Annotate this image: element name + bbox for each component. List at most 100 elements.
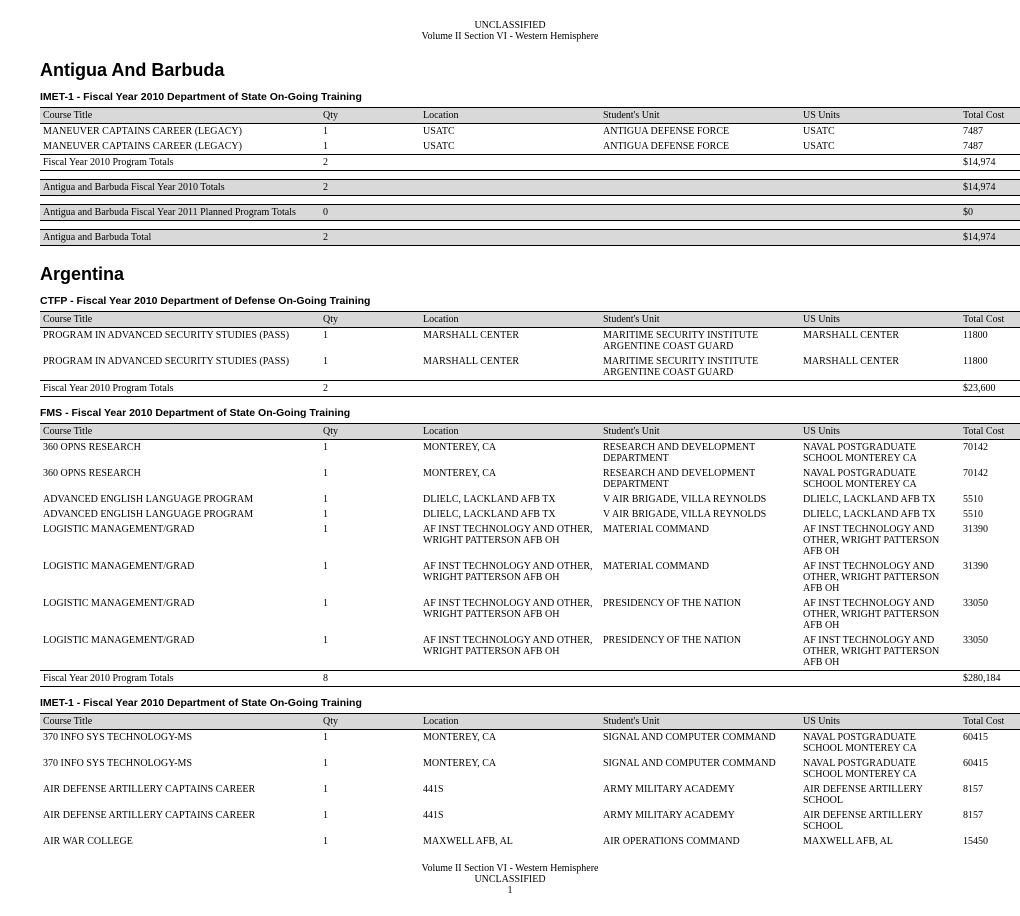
cell-us-units: AF INST TECHNOLOGY AND OTHER, WRIGHT PAT… bbox=[800, 633, 960, 671]
cell-qty: 1 bbox=[320, 730, 420, 757]
summary-qty: 2 bbox=[320, 230, 420, 246]
cell-student-unit: ARMY MILITARY ACADEMY bbox=[600, 808, 800, 834]
cell-location: MONTEREY, CA bbox=[420, 756, 600, 782]
table-row: 370 INFO SYS TECHNOLOGY-MS1MONTEREY, CAS… bbox=[40, 730, 1020, 757]
summary-label: Antigua and Barbuda Total bbox=[40, 230, 320, 246]
header-line2: Volume II Section VI - Western Hemispher… bbox=[40, 31, 980, 42]
cell-location: MAXWELL AFB, AL bbox=[420, 834, 600, 849]
cell-total-cost: 60415 bbox=[960, 756, 1020, 782]
cell-total-cost: 15450 bbox=[960, 834, 1020, 849]
col-course: Course Title bbox=[40, 312, 320, 328]
cell-us-units: NAVAL POSTGRADUATE SCHOOL MONTEREY CA bbox=[800, 466, 960, 492]
cell-us-units: AF INST TECHNOLOGY AND OTHER, WRIGHT PAT… bbox=[800, 522, 960, 559]
cell-us-units: AIR DEFENSE ARTILLERY SCHOOL bbox=[800, 808, 960, 834]
summary-label: Antigua and Barbuda Fiscal Year 2011 Pla… bbox=[40, 205, 320, 221]
table-row: 370 INFO SYS TECHNOLOGY-MS1MONTEREY, CAS… bbox=[40, 756, 1020, 782]
col-course: Course Title bbox=[40, 108, 320, 124]
col-us-units: US Units bbox=[800, 424, 960, 440]
cell-qty: 1 bbox=[320, 756, 420, 782]
col-qty: Qty bbox=[320, 312, 420, 328]
table-row: MANEUVER CAPTAINS CAREER (LEGACY)1USATCA… bbox=[40, 139, 1020, 155]
cell-total-cost: 11800 bbox=[960, 328, 1020, 355]
cell-student-unit: V AIR BRIGADE, VILLA REYNOLDS bbox=[600, 507, 800, 522]
cell-course: AIR WAR COLLEGE bbox=[40, 834, 320, 849]
totals-row: Fiscal Year 2010 Program Totals8 $280,184 bbox=[40, 671, 1020, 687]
table-row: LOGISTIC MANAGEMENT/GRAD1AF INST TECHNOL… bbox=[40, 596, 1020, 633]
table-row: AIR WAR COLLEGE1MAXWELL AFB, ALAIR OPERA… bbox=[40, 834, 1020, 849]
cell-us-units: USATC bbox=[800, 139, 960, 155]
cell-us-units: AF INST TECHNOLOGY AND OTHER, WRIGHT PAT… bbox=[800, 559, 960, 596]
section-title: FMS - Fiscal Year 2010 Department of Sta… bbox=[40, 407, 980, 419]
cell-qty: 1 bbox=[320, 596, 420, 633]
cell-us-units: NAVAL POSTGRADUATE SCHOOL MONTEREY CA bbox=[800, 730, 960, 757]
col-total-cost: Total Cost bbox=[960, 108, 1020, 124]
totals-qty: 2 bbox=[320, 155, 420, 171]
summary-label: Antigua and Barbuda Fiscal Year 2010 Tot… bbox=[40, 180, 320, 196]
cell-qty: 1 bbox=[320, 782, 420, 808]
header-line1: UNCLASSIFIED bbox=[40, 20, 980, 31]
section-title: CTFP - Fiscal Year 2010 Department of De… bbox=[40, 295, 980, 307]
cell-qty: 1 bbox=[320, 834, 420, 849]
cell-total-cost: 8157 bbox=[960, 782, 1020, 808]
data-table: Course TitleQtyLocationStudent's UnitUS … bbox=[40, 713, 1020, 849]
cell-qty: 1 bbox=[320, 559, 420, 596]
cell-qty: 1 bbox=[320, 354, 420, 381]
table-row: 360 OPNS RESEARCH1MONTEREY, CARESEARCH A… bbox=[40, 440, 1020, 467]
cell-qty: 1 bbox=[320, 633, 420, 671]
table-row: LOGISTIC MANAGEMENT/GRAD1AF INST TECHNOL… bbox=[40, 559, 1020, 596]
cell-location: 441S bbox=[420, 782, 600, 808]
table-row: ADVANCED ENGLISH LANGUAGE PROGRAM1DLIELC… bbox=[40, 507, 1020, 522]
summary-qty: 0 bbox=[320, 205, 420, 221]
cell-us-units: MARSHALL CENTER bbox=[800, 354, 960, 381]
cell-student-unit: AIR OPERATIONS COMMAND bbox=[600, 834, 800, 849]
footer-page: 1 bbox=[40, 885, 980, 896]
col-course: Course Title bbox=[40, 714, 320, 730]
cell-student-unit: RESEARCH AND DEVELOPMENT DEPARTMENT bbox=[600, 466, 800, 492]
totals-row: Fiscal Year 2010 Program Totals2$23,600 bbox=[40, 381, 1020, 397]
col-student-unit: Student's Unit bbox=[600, 714, 800, 730]
cell-location: 441S bbox=[420, 808, 600, 834]
col-us-units: US Units bbox=[800, 714, 960, 730]
cell-student-unit: RESEARCH AND DEVELOPMENT DEPARTMENT bbox=[600, 440, 800, 467]
page-footer: Volume II Section VI - Western Hemispher… bbox=[40, 863, 980, 896]
cell-location: AF INST TECHNOLOGY AND OTHER, WRIGHT PAT… bbox=[420, 596, 600, 633]
table-row: AIR DEFENSE ARTILLERY CAPTAINS CAREER144… bbox=[40, 808, 1020, 834]
cell-us-units: DLIELC, LACKLAND AFB TX bbox=[800, 507, 960, 522]
col-qty: Qty bbox=[320, 108, 420, 124]
cell-us-units: AF INST TECHNOLOGY AND OTHER, WRIGHT PAT… bbox=[800, 596, 960, 633]
cell-student-unit: PRESIDENCY OF THE NATION bbox=[600, 596, 800, 633]
table-row: PROGRAM IN ADVANCED SECURITY STUDIES (PA… bbox=[40, 354, 1020, 381]
table-row: 360 OPNS RESEARCH1MONTEREY, CARESEARCH A… bbox=[40, 466, 1020, 492]
cell-us-units: NAVAL POSTGRADUATE SCHOOL MONTEREY CA bbox=[800, 440, 960, 467]
country-title: Argentina bbox=[40, 264, 980, 285]
cell-course: ADVANCED ENGLISH LANGUAGE PROGRAM bbox=[40, 492, 320, 507]
cell-course: PROGRAM IN ADVANCED SECURITY STUDIES (PA… bbox=[40, 328, 320, 355]
col-us-units: US Units bbox=[800, 312, 960, 328]
totals-label: Fiscal Year 2010 Program Totals bbox=[40, 381, 320, 397]
cell-student-unit: V AIR BRIGADE, VILLA REYNOLDS bbox=[600, 492, 800, 507]
col-location: Location bbox=[420, 424, 600, 440]
cell-course: LOGISTIC MANAGEMENT/GRAD bbox=[40, 522, 320, 559]
cell-location: MONTEREY, CA bbox=[420, 730, 600, 757]
cell-course: 370 INFO SYS TECHNOLOGY-MS bbox=[40, 756, 320, 782]
summary-cost: $14,974 bbox=[960, 230, 1020, 246]
cell-qty: 1 bbox=[320, 139, 420, 155]
col-total-cost: Total Cost bbox=[960, 312, 1020, 328]
cell-total-cost: 31390 bbox=[960, 522, 1020, 559]
cell-total-cost: 33050 bbox=[960, 596, 1020, 633]
cell-us-units: DLIELC, LACKLAND AFB TX bbox=[800, 492, 960, 507]
cell-location: MONTEREY, CA bbox=[420, 440, 600, 467]
cell-qty: 1 bbox=[320, 328, 420, 355]
cell-total-cost: 5510 bbox=[960, 492, 1020, 507]
footer-line1: Volume II Section VI - Western Hemispher… bbox=[40, 863, 980, 874]
table-header-row: Course TitleQtyLocationStudent's UnitUS … bbox=[40, 424, 1020, 440]
totals-cost: $280,184 bbox=[960, 671, 1020, 687]
table-row: MANEUVER CAPTAINS CAREER (LEGACY)1USATCA… bbox=[40, 124, 1020, 140]
page-header: UNCLASSIFIED Volume II Section VI - West… bbox=[40, 20, 980, 42]
totals-label: Fiscal Year 2010 Program Totals bbox=[40, 671, 320, 687]
cell-course: LOGISTIC MANAGEMENT/GRAD bbox=[40, 633, 320, 671]
cell-qty: 1 bbox=[320, 507, 420, 522]
totals-qty: 8 bbox=[320, 671, 420, 687]
footer-line2: UNCLASSIFIED bbox=[40, 874, 980, 885]
document-body: Antigua And BarbudaIMET-1 - Fiscal Year … bbox=[40, 60, 980, 849]
